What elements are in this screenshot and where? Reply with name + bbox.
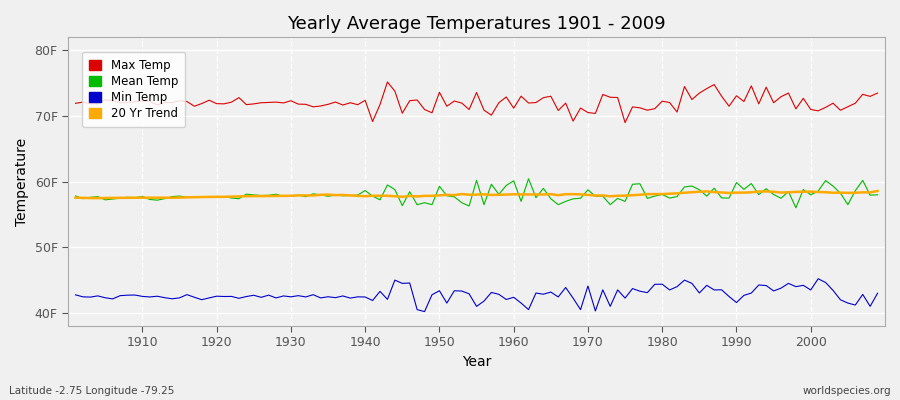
Text: worldspecies.org: worldspecies.org xyxy=(803,386,891,396)
Y-axis label: Temperature: Temperature xyxy=(15,138,29,226)
Text: Latitude -2.75 Longitude -79.25: Latitude -2.75 Longitude -79.25 xyxy=(9,386,175,396)
Legend: Max Temp, Mean Temp, Min Temp, 20 Yr Trend: Max Temp, Mean Temp, Min Temp, 20 Yr Tre… xyxy=(82,52,185,127)
X-axis label: Year: Year xyxy=(462,355,491,369)
Title: Yearly Average Temperatures 1901 - 2009: Yearly Average Temperatures 1901 - 2009 xyxy=(287,15,666,33)
